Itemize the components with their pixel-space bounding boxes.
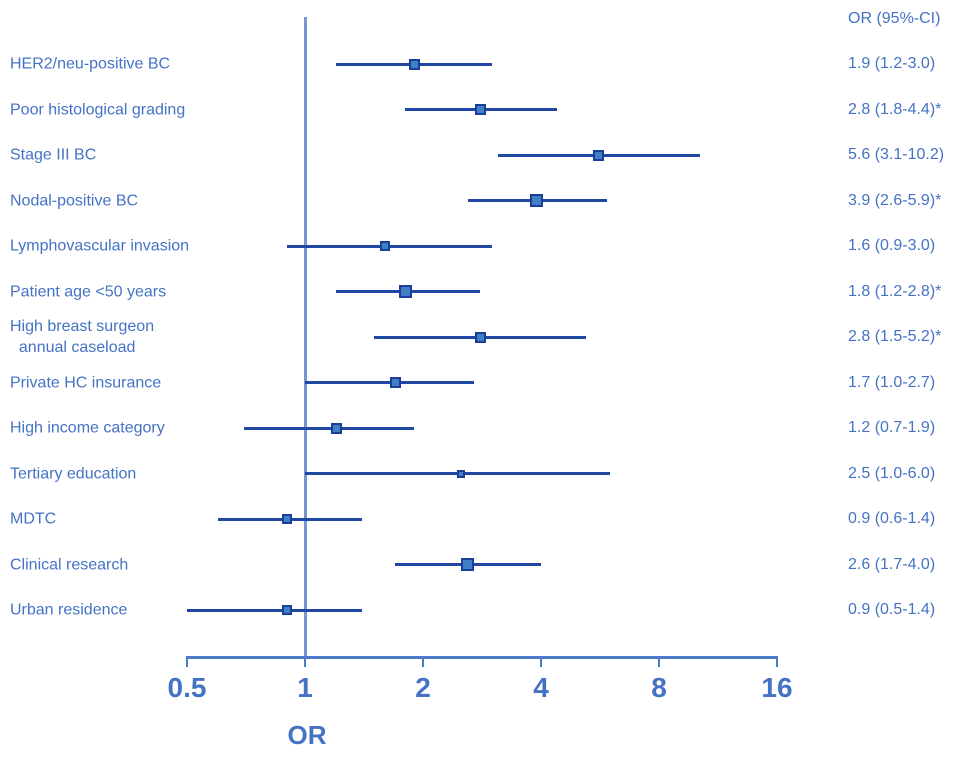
ci-line bbox=[305, 381, 475, 384]
or-ci-value: 1.9 (1.2-3.0) bbox=[848, 55, 936, 72]
x-axis-tick-mark bbox=[186, 657, 188, 667]
category-label: Poor histological grading bbox=[10, 101, 186, 118]
category-label: High breast surgeon annual caseload bbox=[10, 318, 155, 356]
or-ci-value: 1.6 (0.9-3.0) bbox=[848, 237, 936, 254]
ci-line bbox=[187, 608, 363, 612]
or-marker bbox=[282, 605, 293, 615]
category-label: Stage III BC bbox=[10, 146, 97, 164]
category-label: MDTC bbox=[10, 510, 57, 528]
category-label: Lymphovascular invasion bbox=[10, 237, 190, 255]
or-marker bbox=[408, 58, 420, 70]
x-axis-tick-label: 8 bbox=[651, 672, 667, 703]
or-marker bbox=[282, 514, 293, 524]
category-label: Tertiary education bbox=[10, 465, 137, 482]
or-ci-value: 2.8 (1.8-4.4)* bbox=[848, 100, 942, 118]
or-marker bbox=[461, 558, 475, 571]
or-marker bbox=[398, 285, 412, 298]
or-ci-value: 2.8 (1.5-5.2)* bbox=[848, 328, 942, 345]
or-ci-value: 1.2 (0.7-1.9) bbox=[848, 419, 936, 436]
or-marker bbox=[380, 241, 390, 251]
category-label: HER2/neu-positive BC bbox=[10, 55, 171, 73]
or-ci-value: 0.9 (0.5-1.4) bbox=[848, 601, 936, 618]
x-axis-tick-mark bbox=[658, 657, 660, 667]
x-axis-tick-mark bbox=[422, 657, 424, 667]
or-ci-value: 2.5 (1.0-6.0) bbox=[848, 464, 936, 482]
ci-line bbox=[244, 426, 415, 430]
category-label: Clinical research bbox=[10, 556, 129, 573]
or-ci-value: 2.6 (1.7-4.0) bbox=[848, 555, 936, 573]
category-label: Private HC insurance bbox=[10, 374, 162, 391]
or-marker bbox=[530, 194, 544, 207]
x-axis-title: OR bbox=[287, 720, 327, 750]
or-marker bbox=[330, 422, 342, 434]
x-axis-tick-mark bbox=[776, 657, 778, 667]
or-marker bbox=[474, 104, 486, 115]
x-axis-tick-label: 16 bbox=[761, 672, 793, 703]
or-ci-value: 0.9 (0.6-1.4) bbox=[848, 510, 936, 527]
x-axis-tick-label: 0.5 bbox=[167, 672, 207, 703]
or-marker bbox=[592, 149, 604, 161]
or-ci-value: 3.9 (2.6-5.9)* bbox=[848, 191, 942, 209]
x-axis-line bbox=[186, 655, 778, 659]
category-label: Nodal-positive BC bbox=[10, 192, 139, 209]
or-ci-value: 5.6 (3.1-10.2) bbox=[848, 146, 945, 163]
x-axis-tick-label: 4 bbox=[533, 672, 549, 703]
value-column-header: OR (95%-CI) bbox=[848, 10, 941, 27]
reference-line-or-1 bbox=[303, 17, 307, 657]
category-label: Urban residence bbox=[10, 601, 128, 619]
category-label: High income category bbox=[10, 419, 165, 437]
or-marker bbox=[389, 377, 401, 388]
x-axis-tick-mark bbox=[540, 657, 542, 667]
or-marker bbox=[474, 331, 486, 343]
or-ci-value: 1.8 (1.2-2.8)* bbox=[848, 282, 942, 300]
x-axis-tick-label: 1 bbox=[297, 672, 313, 703]
category-label: Patient age <50 years bbox=[10, 283, 167, 300]
x-axis-tick-label: 2 bbox=[415, 672, 431, 703]
or-ci-value: 1.7 (1.0-2.7) bbox=[848, 373, 936, 391]
or-marker bbox=[456, 469, 465, 478]
x-axis-tick-mark bbox=[304, 657, 306, 667]
